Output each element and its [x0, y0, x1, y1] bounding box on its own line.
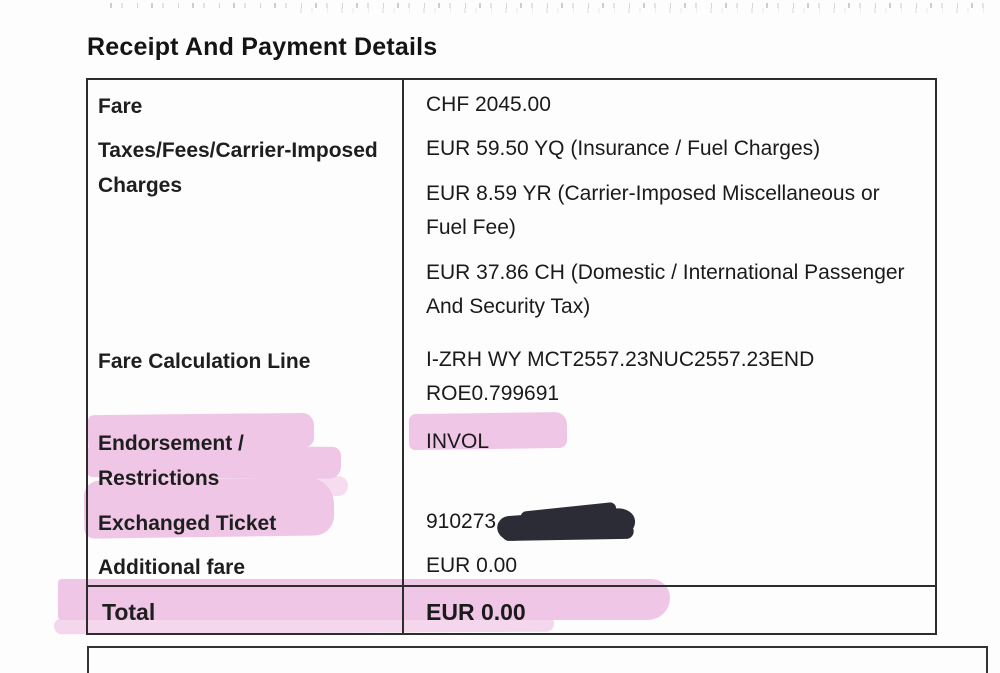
- table-row-endorsement: Endorsement / Restrictions INVOL: [88, 417, 935, 497]
- row-value: EUR 0.00: [402, 587, 935, 633]
- tax-item-ch: EUR 37.86 CH (Domestic / International P…: [426, 261, 905, 318]
- additional-fare-label: Additional fare: [98, 556, 246, 579]
- taxes-label: Taxes/Fees/Carrier-Imposed Charges: [98, 139, 378, 197]
- row-value: CHF 2045.00: [402, 80, 935, 124]
- row-value: I-ZRH WY MCT2557.23NUC2557.23END ROE0.79…: [402, 335, 935, 417]
- redaction-scribble: [496, 507, 636, 542]
- page-title: Receipt And Payment Details: [87, 33, 438, 61]
- table-row-fare: Fare CHF 2045.00: [88, 80, 935, 124]
- table-row-total: Total EUR 0.00: [88, 585, 935, 633]
- additional-fare-value: EUR 0.00: [426, 554, 518, 577]
- endorsement-label: Endorsement / Restrictions: [98, 432, 244, 490]
- row-label: Endorsement / Restrictions: [88, 417, 402, 497]
- fare-value: CHF 2045.00: [426, 93, 551, 116]
- table-row-exchanged-ticket: Exchanged Ticket 910273: [88, 497, 935, 542]
- exchanged-ticket-number-visible: 910273: [426, 510, 497, 533]
- fare-label: Fare: [98, 95, 143, 118]
- row-label: Exchanged Ticket: [88, 497, 402, 541]
- table-row-additional-fare: Additional fare EUR 0.00: [88, 541, 935, 585]
- scan-artifact-strip: [300, 8, 996, 13]
- receipt-payment-table: Fare CHF 2045.00 Taxes/Fees/Carrier-Impo…: [86, 78, 937, 635]
- endorsement-value: INVOL: [426, 430, 490, 453]
- row-label: Fare Calculation Line: [88, 335, 402, 417]
- row-value: EUR 59.50 YQ (Insurance / Fuel Charges) …: [402, 124, 935, 335]
- exchanged-ticket-label: Exchanged Ticket: [98, 512, 277, 535]
- row-label: Total: [88, 587, 402, 633]
- tax-item-yq: EUR 59.50 YQ (Insurance / Fuel Charges): [426, 137, 821, 160]
- total-label: Total: [102, 599, 156, 625]
- tax-item-yr: EUR 8.59 YR (Carrier-Imposed Miscellaneo…: [426, 182, 880, 239]
- total-value: EUR 0.00: [426, 599, 526, 625]
- row-value: INVOL: [402, 417, 935, 497]
- row-label: Fare: [88, 80, 402, 124]
- scan-artifact-strip: [110, 3, 996, 8]
- table-row-fare-calculation: Fare Calculation Line I-ZRH WY MCT2557.2…: [88, 335, 935, 417]
- row-value: EUR 0.00: [402, 541, 935, 585]
- row-value: 910273: [402, 497, 935, 542]
- fare-calc-value: I-ZRH WY MCT2557.23NUC2557.23END ROE0.79…: [426, 348, 815, 405]
- table-row-taxes: Taxes/Fees/Carrier-Imposed Charges EUR 5…: [88, 124, 935, 335]
- row-label: Additional fare: [88, 541, 402, 585]
- next-section-table-edge: [87, 646, 988, 673]
- fare-calc-label: Fare Calculation Line: [98, 350, 311, 373]
- row-label: Taxes/Fees/Carrier-Imposed Charges: [88, 124, 402, 335]
